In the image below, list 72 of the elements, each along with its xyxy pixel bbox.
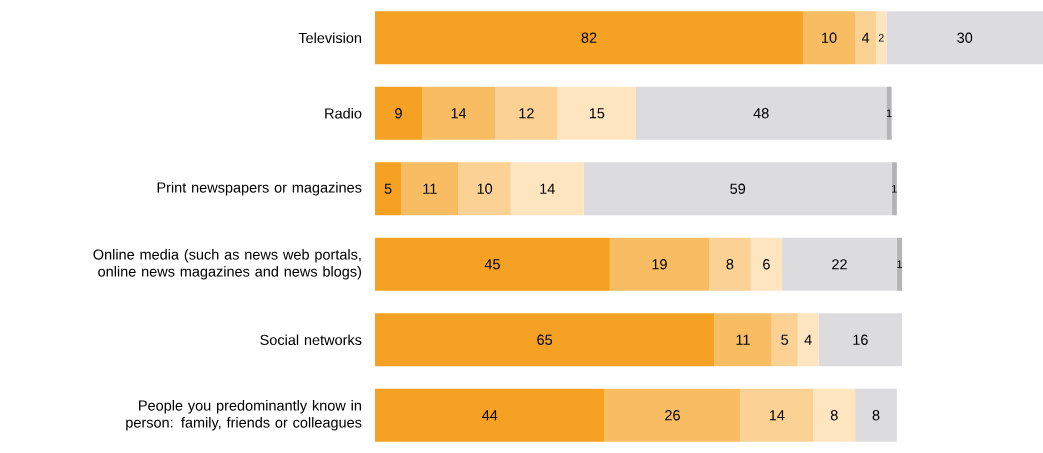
y-tick-label: Print newspapers or magazines — [157, 182, 362, 196]
data-label: 8 — [872, 410, 880, 421]
bar — [886, 86, 892, 140]
data-label: 22 — [832, 259, 847, 270]
data-label: 44 — [482, 410, 498, 421]
bar — [375, 11, 803, 65]
bar — [458, 162, 511, 216]
data-label: 11 — [423, 183, 437, 194]
bar — [609, 237, 709, 291]
data-label: 19 — [652, 259, 667, 270]
data-label: 5 — [384, 183, 392, 194]
y-tick-label: Online media (such as news web portals, online news magazines and news blogs) — [93, 249, 361, 280]
bar — [375, 162, 402, 216]
data-label: 4 — [804, 334, 812, 345]
data-label: 14 — [769, 410, 785, 421]
data-label: 45 — [484, 259, 500, 270]
bar — [750, 237, 783, 291]
data-label: 9 — [395, 108, 402, 119]
bar — [771, 313, 798, 367]
bar — [375, 237, 610, 291]
y-tick-label: Television — [298, 32, 362, 44]
bar — [855, 388, 897, 442]
data-label: 1 — [886, 109, 892, 118]
bar — [495, 86, 558, 140]
bar — [583, 162, 892, 216]
bar — [813, 388, 856, 442]
bar — [782, 237, 897, 291]
data-label: 30 — [957, 32, 973, 43]
data-label: 26 — [665, 410, 680, 421]
data-label: 82 — [581, 32, 597, 43]
bar — [510, 162, 584, 216]
data-label: 1 — [897, 260, 903, 269]
data-label: 59 — [730, 183, 746, 194]
data-label: 10 — [477, 183, 493, 194]
data-label: 14 — [451, 108, 467, 119]
data-label: 4 — [861, 32, 870, 43]
bar — [797, 313, 819, 367]
data-label: 65 — [537, 334, 553, 345]
data-label: 5 — [781, 334, 789, 345]
bar — [714, 313, 772, 367]
data-label: 1 — [892, 184, 897, 193]
bar — [375, 86, 422, 140]
bar — [421, 86, 496, 140]
bar — [876, 11, 887, 65]
bar — [886, 11, 1043, 65]
bar — [375, 388, 605, 442]
data-label: 8 — [830, 410, 838, 421]
data-label: 14 — [540, 183, 555, 194]
data-label: 48 — [753, 108, 769, 119]
bar — [709, 237, 751, 291]
data-label: 8 — [726, 259, 734, 270]
bar — [401, 162, 459, 216]
y-tick-label: People you predominantly know in person: family, friends or colleagues — [126, 400, 362, 431]
bar — [896, 237, 903, 291]
data-label: 10 — [822, 32, 837, 43]
y-tick-label: Radio — [325, 107, 362, 119]
data-label: 6 — [763, 259, 770, 270]
bar — [855, 11, 876, 65]
y-tick-label: Social networks — [260, 334, 362, 346]
data-label: 16 — [853, 334, 868, 345]
bar — [375, 313, 715, 367]
bar — [802, 11, 856, 65]
bar — [604, 388, 741, 442]
data-label: 11 — [736, 334, 750, 345]
data-label: 15 — [589, 108, 605, 119]
data-label: 12 — [519, 108, 534, 119]
bar — [891, 162, 897, 216]
bar — [635, 86, 887, 140]
bar — [818, 313, 903, 367]
bar — [557, 86, 636, 140]
bar — [740, 388, 814, 442]
data-label: 2 — [878, 33, 884, 42]
